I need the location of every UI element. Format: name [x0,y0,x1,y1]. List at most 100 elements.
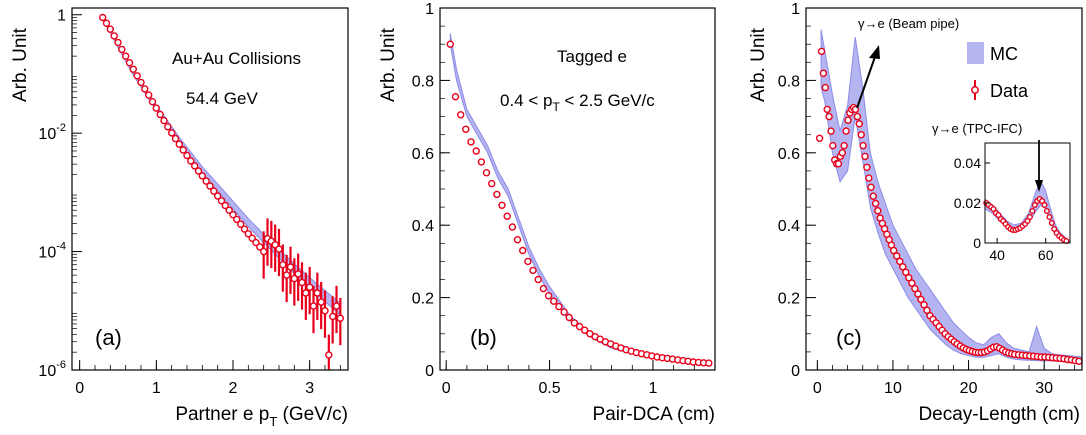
data-point [98,13,107,22]
data-point [213,192,222,200]
data-point [917,295,925,304]
data-point [519,246,527,255]
data-point [1075,357,1083,365]
panel-c-axes: 0 10 20 30 0 0.2 0.4 0.6 0.8 1 [778,1,1075,397]
data-point [863,163,871,172]
panel-b-axes: 0 0.5 1 0 0.2 0.4 0.6 0.8 1 [412,1,716,397]
inset-y-tick-label: 0.02 [954,195,981,211]
data-point [821,83,829,92]
data-point [148,97,157,106]
inset-data-point [1041,201,1048,208]
data-point [298,278,306,287]
data-point [306,283,314,291]
panel-a-annotation-1: Au+Au Collisions [172,49,301,68]
data-point [534,275,542,284]
panel-b-y-tick-label: 0.6 [412,146,434,163]
panel-b-y-tick-label: 1 [425,1,434,18]
panel-b-y-tick-label: 0.8 [412,73,434,90]
panel-b-x-tick-label: 1 [649,380,658,397]
data-point [503,212,511,220]
panel-b-y-tick-label: 0.2 [412,291,434,308]
panel-a-x-tick-label: 0 [75,380,84,397]
legend-data-label: Data [990,81,1029,101]
panel-c-x-tick-label: 30 [1035,380,1053,397]
data-point [329,312,337,321]
data-point [859,141,867,150]
panel-a-frame [71,7,349,371]
data-point [874,206,882,215]
panel-b-x-tick-label: 0.5 [538,380,560,397]
beam-pipe-arrow [856,45,880,109]
panel-a-ylabel: Arb. Unit [10,27,31,102]
panel-c: 0 10 20 30 0 0.2 0.4 0.6 0.8 1 (c) Arb. Unit Deca… [748,1,1083,425]
inset-data-point [1048,219,1055,226]
data-point [294,270,302,278]
data-point [260,247,268,256]
panel-a-x-tick-label: 1 [152,380,161,397]
data-point [467,138,475,146]
panel-c-ylabel: Arb. Unit [748,27,769,102]
panel-b: 0 0.5 1 0 0.2 0.4 0.6 0.8 1 (b) Tagged e 0.4 < p… [378,1,716,425]
data-point [190,162,199,170]
panel-c-y-tick-label: 0.2 [778,291,800,308]
data-point [313,289,321,297]
data-point [164,123,172,131]
inset-x-tick-label: 60 [1038,247,1054,263]
panel-a-y-tick-label: 10-6 [38,359,66,380]
data-point [827,127,835,135]
data-point [575,322,584,331]
data-point [905,274,913,282]
data-point [565,313,573,322]
legend-data-marker [971,86,979,94]
data-point [210,187,218,195]
panel-c-y-tick-label: 0.6 [778,146,800,163]
data-point [229,210,237,219]
data-point [899,263,907,271]
panel-a-y-tick-label: 1 [57,8,66,25]
panel-c-label: (c) [836,325,862,350]
panel-b-label: (b) [470,325,497,350]
data-point [865,174,873,182]
inset-data-point [1043,207,1050,214]
data-point [236,220,245,228]
panel-c-y-tick-label: 0.4 [778,218,800,235]
panel-b-points [446,40,713,367]
data-point [550,297,558,305]
data-point [462,125,470,134]
inset-data-point [1026,213,1033,220]
panel-a-x-tick-label: 2 [229,380,238,397]
data-point [336,314,344,322]
data-point [923,306,931,314]
data-point [118,45,126,54]
inset-y-tick-label: 0 [973,235,981,251]
data-point [187,157,195,165]
panel-c-x-tick-label: 10 [884,380,902,397]
data-point [332,302,341,310]
data-point [705,359,713,367]
panel-b-annotation-1: Tagged e [557,47,627,66]
data-point [446,40,454,48]
data-point [840,141,848,150]
panel-b-y-tick-label: 0 [425,363,434,380]
data-point [829,141,837,150]
legend: MC Data [967,42,1029,101]
data-point [838,149,846,157]
data-point [179,146,187,154]
panel-c-points [815,47,1083,365]
panel-a-label: (a) [95,325,122,350]
data-point [482,168,491,177]
data-point [871,199,880,208]
data-point [890,246,898,255]
data-point [815,134,824,143]
data-point [325,351,333,359]
data-point [156,110,164,119]
data-point [842,127,850,135]
data-point [834,159,843,168]
data-point [908,279,916,287]
panel-a-xlabel: Partner e pT (GeV/c) [175,404,348,429]
panel-c-x-tick-label: 0 [813,380,822,397]
data-point [581,326,589,334]
panel-b-frame [439,7,716,371]
data-point [539,284,548,293]
data-point [141,85,149,93]
